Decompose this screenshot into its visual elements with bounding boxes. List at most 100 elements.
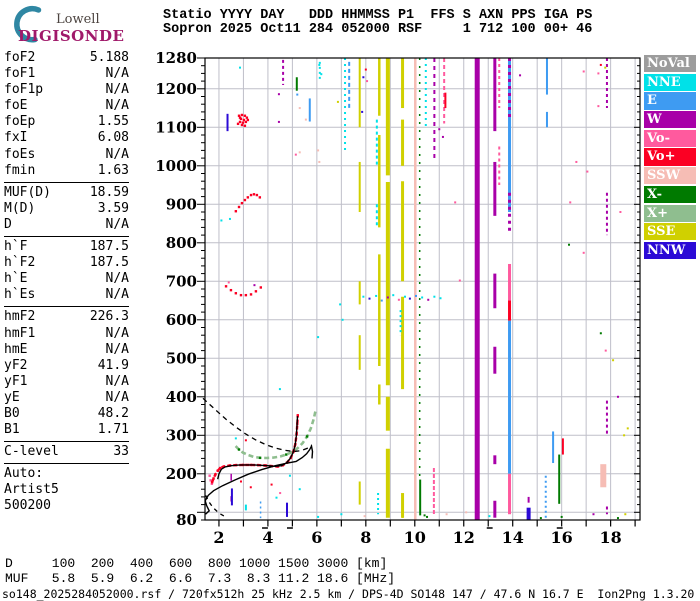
rfi-stripes bbox=[226, 58, 608, 520]
parameter-value: 187.5 bbox=[89, 255, 129, 271]
parameter-label: C-level bbox=[4, 444, 59, 460]
svg-text:1100: 1100 bbox=[155, 118, 197, 136]
parameter-row: foEp 1.55 bbox=[4, 114, 129, 130]
plot-axes bbox=[197, 57, 641, 529]
parameter-section: foF2 5.188 foF1 N/A foF1p N/A foE N/A foEp 1.55 fx… bbox=[4, 49, 129, 183]
parameter-value: 226.3 bbox=[89, 309, 129, 325]
parameter-value: N/A bbox=[105, 216, 129, 232]
x-axis-labels: 2 4 6 8 10 12 14 16 18 bbox=[213, 528, 621, 547]
logo-lowell-text: Lowell bbox=[56, 12, 100, 27]
parameter-row: foF1p N/A bbox=[4, 82, 129, 98]
parameter-label: yF1 bbox=[4, 373, 28, 389]
svg-text:200: 200 bbox=[166, 465, 197, 483]
parameter-value: N/A bbox=[105, 146, 129, 162]
parameter-value: 41.9 bbox=[97, 357, 129, 373]
svg-text:8: 8 bbox=[360, 528, 371, 547]
digisonde-logo: Lowell DIGISONDE bbox=[4, 3, 144, 49]
parameter-value: 48.2 bbox=[97, 405, 129, 421]
svg-text:4: 4 bbox=[262, 528, 273, 547]
parameter-row: B1 1.71 bbox=[4, 422, 129, 438]
parameter-label: hmF2 bbox=[4, 309, 36, 325]
svg-text:12: 12 bbox=[453, 528, 475, 547]
noise-specks bbox=[220, 63, 629, 520]
svg-text:6: 6 bbox=[311, 528, 322, 547]
legend-item-x: X+ bbox=[644, 204, 696, 222]
svg-text:16: 16 bbox=[551, 528, 573, 547]
logo-digisonde-text: DIGISONDE bbox=[18, 27, 125, 45]
parameter-label: h`F2 bbox=[4, 255, 36, 271]
parameter-value: 33 bbox=[113, 444, 129, 460]
parameter-row: yF2 41.9 bbox=[4, 358, 129, 374]
parameter-row: foE N/A bbox=[4, 98, 129, 114]
parameter-value: N/A bbox=[105, 66, 129, 82]
parameter-label: h`F bbox=[4, 239, 28, 255]
parameter-row: yF1 N/A bbox=[4, 374, 129, 390]
parameter-label: foF1p bbox=[4, 82, 44, 98]
ionogram-plot: 1280120011001000900800700600500400300200… bbox=[155, 49, 641, 547]
svg-text:900: 900 bbox=[166, 195, 197, 213]
svg-text:500: 500 bbox=[166, 349, 197, 367]
distance-row: D 100 200 400 600 800 1000 1500 3000 [km… bbox=[5, 556, 388, 571]
parameter-label: M(D) bbox=[4, 200, 36, 216]
legend-item-ssw: SSW bbox=[644, 167, 696, 185]
svg-text:600: 600 bbox=[166, 311, 197, 329]
svg-text:800: 800 bbox=[166, 234, 197, 252]
status-line: so148_2025284052000.rsf / 720fx512h 25 k… bbox=[2, 587, 695, 601]
autoscaling-info: Auto: Artist5 500200 bbox=[4, 465, 129, 517]
parameter-label: yF2 bbox=[4, 357, 28, 373]
parameter-row: hmE N/A bbox=[4, 342, 129, 358]
parameter-value: N/A bbox=[105, 373, 129, 389]
parameter-label: h`E bbox=[4, 271, 28, 287]
svg-text:80: 80 bbox=[176, 511, 197, 529]
muf-row: MUF 5.8 5.9 6.2 6.6 7.3 8.3 11.2 18.6 [M… bbox=[5, 571, 396, 586]
legend-item-sse: SSE bbox=[644, 223, 696, 241]
parameter-row: foF1 N/A bbox=[4, 66, 129, 82]
legend-item-nnw: NNW bbox=[644, 241, 696, 260]
legend-item-nne: NNE bbox=[644, 73, 696, 91]
parameter-label: B0 bbox=[4, 405, 20, 421]
parameter-value: 3.59 bbox=[97, 200, 129, 216]
parameter-value: N/A bbox=[105, 271, 129, 287]
parameter-row: foEs N/A bbox=[4, 147, 129, 163]
parameter-label: fxI bbox=[4, 130, 28, 146]
svg-text:14: 14 bbox=[502, 528, 524, 547]
parameter-value: N/A bbox=[105, 389, 129, 405]
echo-clusters bbox=[208, 113, 263, 486]
parameter-value: N/A bbox=[105, 325, 129, 341]
parameter-row: hmF2 226.3 bbox=[4, 309, 129, 325]
echo-traces bbox=[210, 408, 318, 484]
parameter-row: yE N/A bbox=[4, 390, 129, 406]
legend-item-w: W bbox=[644, 111, 696, 129]
parameter-row: D N/A bbox=[4, 217, 129, 233]
parameter-label: hmF1 bbox=[4, 325, 36, 341]
parameter-label: foE bbox=[4, 98, 28, 114]
parameter-label: B1 bbox=[4, 422, 20, 438]
legend-item-noval: NoVal bbox=[644, 55, 696, 73]
legend-item-vo: Vo- bbox=[644, 129, 696, 148]
parameter-value: 1.55 bbox=[97, 114, 129, 130]
parameter-row: h`Es N/A bbox=[4, 287, 129, 303]
autoscaling-line: Artist5 bbox=[4, 482, 59, 498]
svg-text:300: 300 bbox=[166, 426, 197, 444]
parameter-value: 187.5 bbox=[89, 239, 129, 255]
parameter-panel: foF2 5.188 foF1 N/A foF1p N/A foE N/A foEp 1.55 fx… bbox=[4, 49, 129, 519]
header-fields-line: Statio YYYY DAY DDD HHMMSS P1 FFS S AXN … bbox=[163, 8, 593, 23]
parameter-label: foF2 bbox=[4, 50, 36, 65]
parameter-value: 1.63 bbox=[97, 162, 129, 178]
legend-item-x: X- bbox=[644, 185, 696, 204]
parameter-row: hmF1 N/A bbox=[4, 326, 129, 342]
parameter-label: foF1 bbox=[4, 66, 36, 82]
svg-text:2: 2 bbox=[213, 528, 224, 547]
parameter-label: D bbox=[4, 216, 12, 232]
digisonde-logo-crescent-icon bbox=[14, 5, 42, 43]
parameter-row: h`F2 187.5 bbox=[4, 255, 129, 271]
svg-text:10: 10 bbox=[404, 528, 426, 547]
parameter-label: fmin bbox=[4, 162, 36, 178]
parameter-label: MUF(D) bbox=[4, 184, 51, 200]
parameter-value: 5.188 bbox=[89, 50, 129, 65]
parameter-value: 6.08 bbox=[97, 130, 129, 146]
parameter-row: fmin 1.63 bbox=[4, 163, 129, 179]
parameter-label: foEs bbox=[4, 146, 36, 162]
parameter-row: MUF(D) 18.59 bbox=[4, 185, 129, 201]
parameter-section: hmF2 226.3 hmF1 N/A hmE N/A yF2 41.9 yF1 N/A yE N/A… bbox=[4, 308, 129, 443]
